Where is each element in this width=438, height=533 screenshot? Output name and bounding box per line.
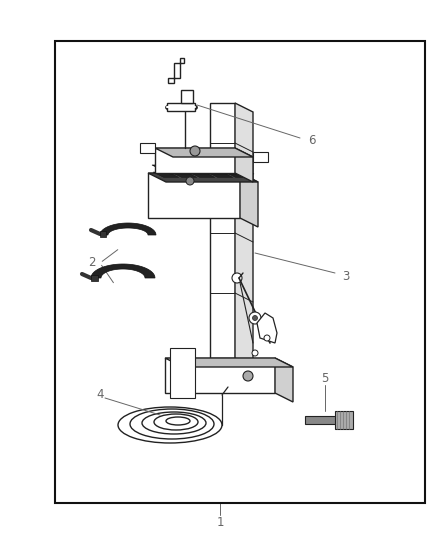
Polygon shape	[91, 275, 98, 281]
Circle shape	[180, 371, 190, 381]
Polygon shape	[253, 152, 268, 162]
Text: 3: 3	[342, 270, 350, 282]
Bar	[55, 41, 425, 503]
Polygon shape	[240, 173, 258, 227]
Polygon shape	[148, 173, 240, 218]
Circle shape	[252, 350, 258, 356]
Text: 6: 6	[308, 133, 315, 147]
Polygon shape	[170, 348, 195, 398]
Circle shape	[243, 371, 253, 381]
Polygon shape	[257, 313, 277, 343]
Polygon shape	[140, 143, 155, 153]
Circle shape	[264, 335, 270, 341]
Circle shape	[190, 146, 200, 156]
Polygon shape	[305, 416, 340, 424]
Circle shape	[186, 177, 194, 185]
Polygon shape	[235, 148, 253, 182]
Text: 5: 5	[321, 372, 328, 384]
Circle shape	[249, 312, 261, 324]
Polygon shape	[210, 103, 235, 358]
Polygon shape	[181, 90, 193, 103]
Polygon shape	[155, 148, 235, 173]
Polygon shape	[168, 58, 184, 83]
Polygon shape	[153, 172, 179, 177]
Circle shape	[252, 316, 258, 320]
Polygon shape	[152, 165, 254, 174]
Polygon shape	[189, 172, 215, 177]
Text: 4: 4	[96, 389, 104, 401]
Polygon shape	[235, 103, 253, 367]
Circle shape	[232, 273, 242, 283]
Polygon shape	[155, 148, 253, 157]
Polygon shape	[275, 358, 293, 402]
Text: 2: 2	[88, 256, 96, 270]
Polygon shape	[100, 231, 106, 237]
Polygon shape	[91, 264, 155, 278]
Polygon shape	[225, 172, 251, 177]
Polygon shape	[148, 173, 258, 182]
Polygon shape	[167, 103, 195, 111]
Polygon shape	[100, 223, 156, 235]
Polygon shape	[207, 172, 233, 177]
Polygon shape	[165, 358, 275, 393]
Text: 1: 1	[216, 516, 224, 529]
Polygon shape	[165, 358, 293, 367]
Polygon shape	[171, 172, 197, 177]
Polygon shape	[335, 411, 353, 429]
